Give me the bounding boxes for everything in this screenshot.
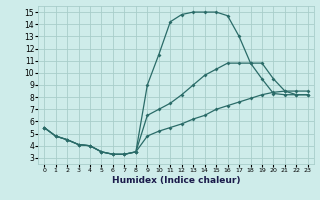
X-axis label: Humidex (Indice chaleur): Humidex (Indice chaleur) <box>112 176 240 185</box>
